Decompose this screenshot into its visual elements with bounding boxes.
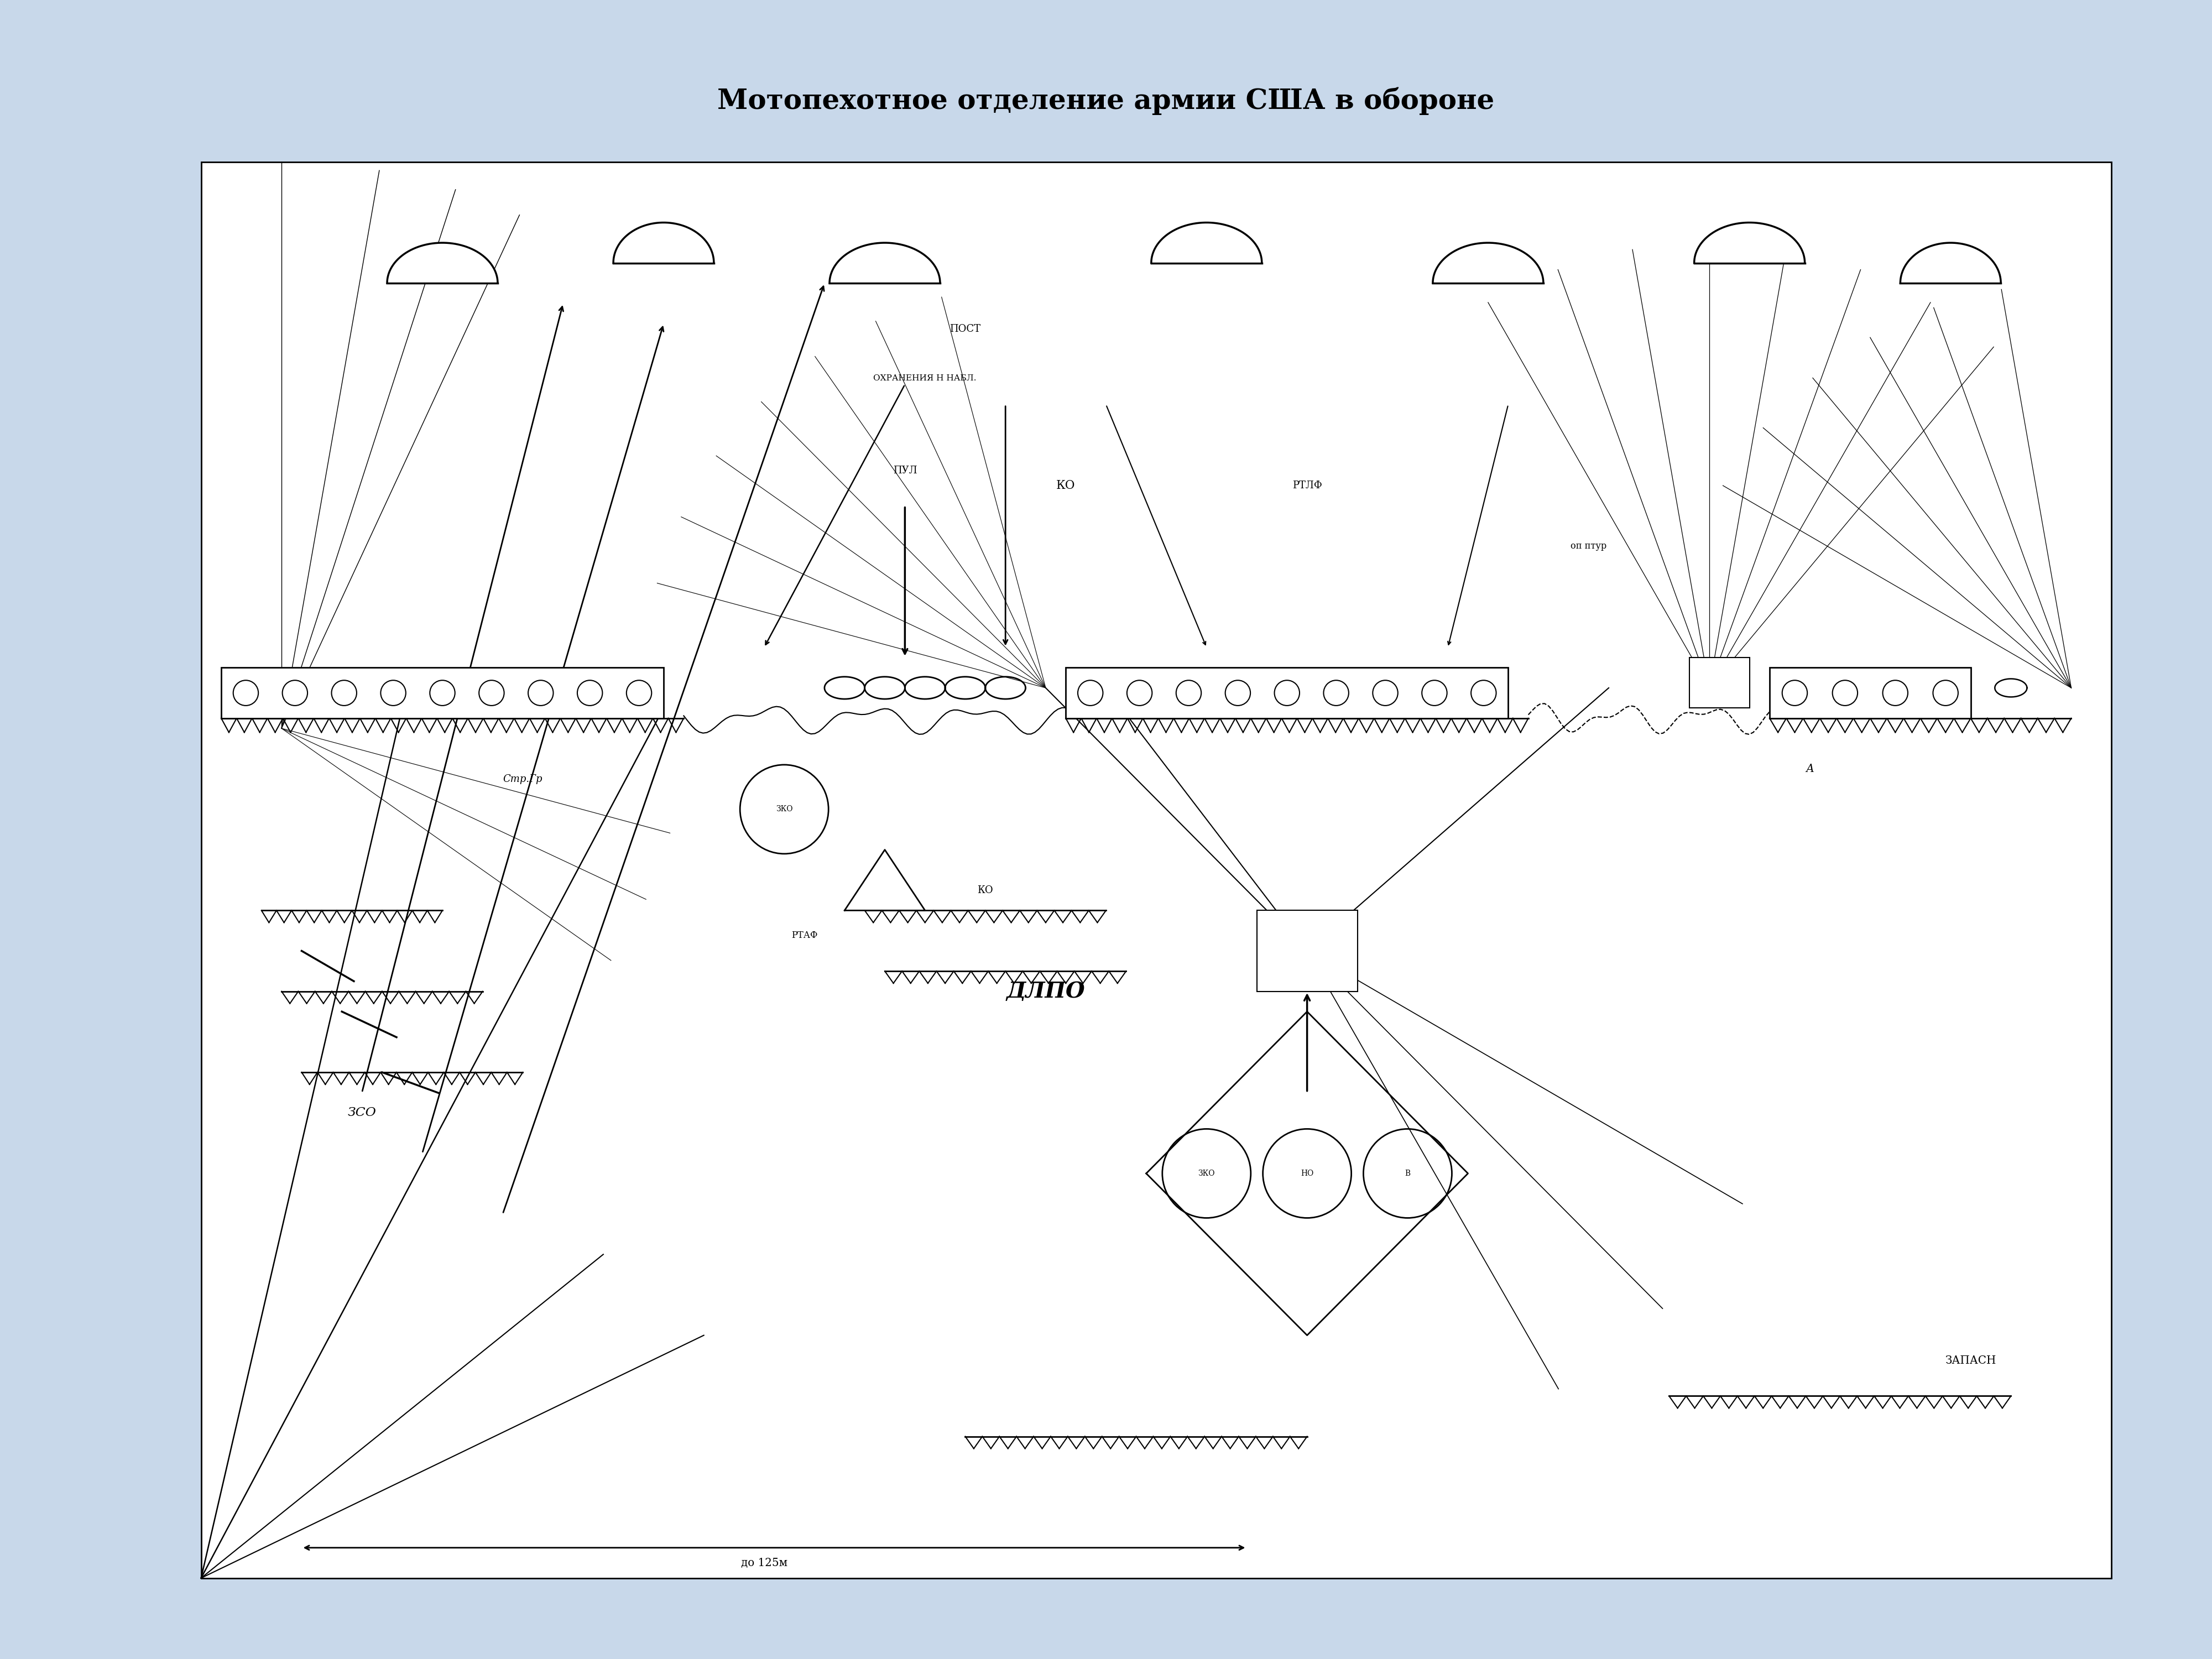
Bar bbox=[221, 667, 664, 718]
Text: КО: КО bbox=[1057, 479, 1075, 491]
Text: ЗАПАСН: ЗАПАСН bbox=[1944, 1355, 1995, 1365]
Text: НО: НО bbox=[1301, 1170, 1314, 1178]
Bar bbox=[1066, 667, 1509, 718]
Text: ЗКО: ЗКО bbox=[776, 805, 792, 813]
Bar bbox=[1690, 657, 1750, 708]
Text: РТАФ: РТАФ bbox=[792, 931, 818, 941]
Text: Мотопехотное отделение армии США в обороне: Мотопехотное отделение армии США в оборо… bbox=[717, 88, 1495, 114]
Text: Стр.Гр: Стр.Гр bbox=[502, 775, 542, 785]
Bar bbox=[1770, 667, 1971, 718]
Text: ЗКО: ЗКО bbox=[1199, 1170, 1214, 1178]
Text: ПОСТ: ПОСТ bbox=[949, 324, 980, 333]
Text: ПУЛ: ПУЛ bbox=[894, 466, 918, 476]
Text: В: В bbox=[1405, 1170, 1411, 1178]
Text: А: А bbox=[1805, 763, 1814, 775]
Bar bbox=[201, 163, 2112, 1578]
Text: РТЛФ: РТЛФ bbox=[1292, 481, 1323, 491]
Text: ОХРАНЕНИЯ Н НАБЛ.: ОХРАНЕНИЯ Н НАБЛ. bbox=[874, 375, 978, 382]
Text: КО: КО bbox=[978, 886, 993, 896]
Text: ЗСО: ЗСО bbox=[347, 1107, 376, 1118]
Text: А: А bbox=[1725, 682, 1734, 692]
Text: ДЛПО: ДЛПО bbox=[1006, 980, 1086, 1002]
Text: до 125м: до 125м bbox=[741, 1558, 787, 1568]
Text: оп птур: оп птур bbox=[1571, 541, 1606, 551]
Bar bbox=[1256, 911, 1358, 992]
